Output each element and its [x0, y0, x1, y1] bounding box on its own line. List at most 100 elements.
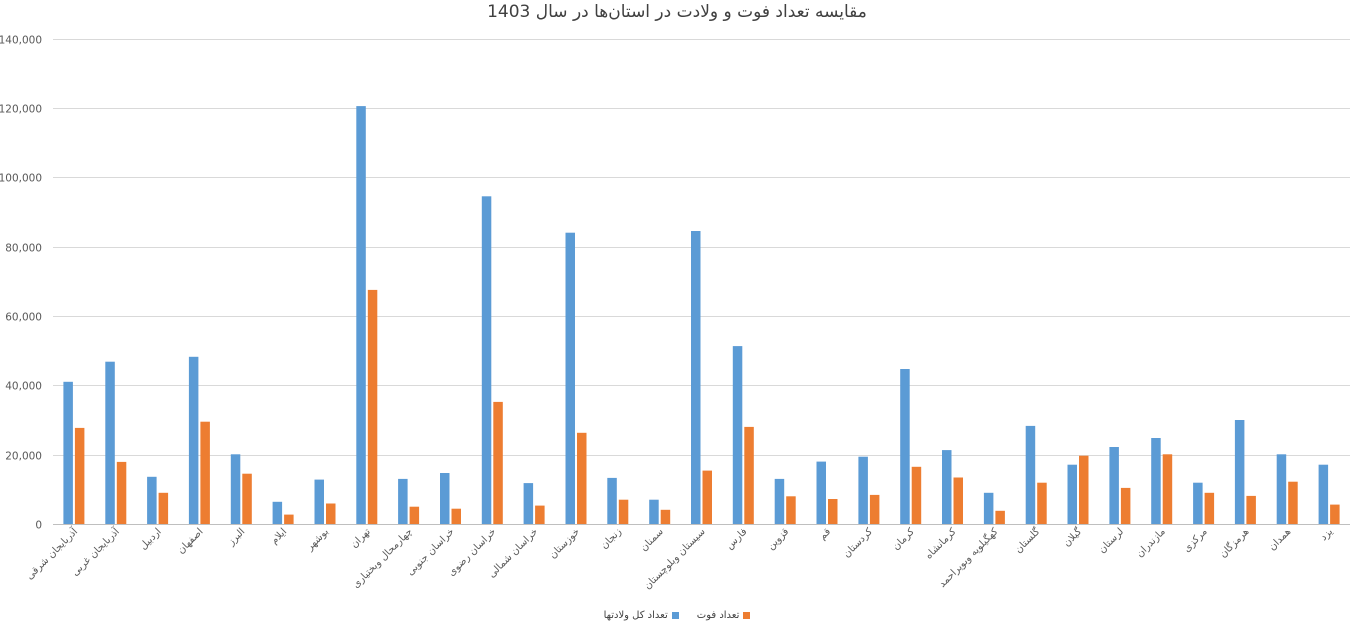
x-tick-label: خوزستان [547, 526, 582, 561]
bar-deaths [367, 289, 378, 524]
x-tick-label: مازندران [1134, 526, 1167, 559]
bar-births [1318, 464, 1329, 524]
bar-births [440, 473, 450, 524]
y-tick-label: 100,000 [0, 173, 42, 185]
bar-deaths [995, 510, 1005, 524]
bar-births [691, 231, 701, 524]
bar-deaths [1079, 455, 1089, 524]
legend-item-deaths: تعداد فوت [697, 610, 751, 621]
bar-births [774, 478, 785, 524]
legend-swatch-births [671, 612, 679, 619]
bar-births [1067, 464, 1077, 524]
legend-label-births: تعداد کل ولادتها [603, 610, 668, 621]
x-tick-label: همدان [1267, 526, 1293, 552]
bar-births [398, 478, 408, 524]
bar-births [1151, 438, 1161, 524]
x-tick-label: هرمزگان [1217, 526, 1252, 561]
bar-deaths [1162, 454, 1173, 524]
x-tick-label: فارس [724, 526, 750, 552]
bar-deaths [1330, 504, 1340, 524]
x-tick-label: بوشهر [304, 526, 331, 553]
x-tick-label: زنجان [599, 526, 624, 551]
y-tick-label: 80,000 [5, 243, 42, 255]
bar-births [356, 106, 366, 524]
bar-births [314, 479, 324, 524]
bar-deaths [911, 466, 922, 524]
bar-deaths [618, 499, 629, 524]
bar-births [481, 196, 492, 525]
y-axis-ticks: 0 20,000 40,000 60,000 80,000 100,000 120,000 1… [0, 35, 42, 532]
legend-item-births: تعداد کل ولادتها [604, 610, 679, 621]
x-tick-label: قزوین [765, 526, 791, 552]
bar-births [1276, 454, 1287, 524]
bar-deaths [74, 427, 85, 524]
x-tick-label: یزد [1318, 526, 1335, 543]
bar-deaths [1037, 482, 1047, 524]
legend-label-deaths: تعداد فوت [696, 610, 740, 621]
bar-births [105, 361, 115, 524]
x-tick-label: کرمان [891, 526, 917, 552]
bar-births [816, 461, 826, 524]
x-tick-label: کردستان [841, 526, 875, 560]
bar-deaths [326, 503, 336, 524]
x-tick-label: قم [817, 526, 833, 542]
bar-births [188, 356, 199, 524]
bar-births [230, 454, 241, 524]
bar-deaths [786, 496, 796, 524]
x-tick-label: مرکزی [1181, 526, 1209, 554]
bar-deaths [577, 432, 587, 524]
bar-births [858, 456, 868, 524]
bar-deaths [1120, 487, 1131, 524]
legend-swatch-deaths [743, 612, 751, 619]
bar-births [649, 499, 659, 524]
x-tick-label: گلستان [1012, 525, 1042, 555]
bar-deaths [535, 505, 545, 524]
bar-deaths [116, 461, 127, 524]
bars [63, 106, 1340, 525]
bar-deaths [284, 514, 294, 524]
bar-deaths [744, 426, 754, 524]
bar-deaths [409, 506, 420, 524]
bar-births [1025, 425, 1036, 524]
x-tick-label: سمنان [639, 526, 666, 553]
bar-deaths [1288, 481, 1298, 524]
bar-births [63, 381, 73, 524]
bar-deaths [158, 492, 169, 524]
bar-deaths [953, 477, 963, 524]
bar-births [272, 501, 283, 524]
bar-births [565, 232, 575, 524]
gridlines [53, 39, 1350, 525]
bar-deaths [1246, 495, 1256, 524]
bar-births [1193, 482, 1203, 524]
bar-deaths [660, 509, 671, 524]
bar-deaths [200, 421, 210, 524]
x-tick-label: کرمانشاه [924, 526, 959, 561]
y-tick-label: 60,000 [5, 312, 42, 324]
chart-title: مقایسه تعداد فوت و ولادت در استان‌ها در … [487, 2, 867, 22]
bar-births [523, 483, 534, 524]
bar-births [900, 369, 910, 524]
bar-births [1109, 447, 1119, 524]
bar-deaths [1204, 492, 1215, 524]
y-tick-label: 120,000 [0, 104, 42, 116]
x-tick-label: ایلام [269, 526, 289, 546]
bar-deaths [242, 473, 252, 524]
bar-deaths [869, 494, 880, 524]
x-tick-label: لرستان [1097, 526, 1126, 555]
bar-births [983, 492, 994, 524]
x-tick-label: گیلان [1061, 525, 1085, 549]
bar-deaths [828, 499, 838, 524]
x-tick-label: اردبیل [138, 526, 164, 552]
bar-births [1234, 420, 1245, 524]
bar-births [732, 346, 743, 524]
x-tick-label: البرز [225, 526, 247, 548]
y-tick-label: 0 [35, 520, 42, 532]
bar-births [607, 477, 617, 524]
bar-births [942, 450, 952, 524]
x-tick-label: اصفهان [176, 526, 206, 556]
y-tick-label: 40,000 [5, 381, 42, 393]
bar-deaths [493, 401, 503, 524]
x-tick-label: تهران [349, 526, 373, 550]
